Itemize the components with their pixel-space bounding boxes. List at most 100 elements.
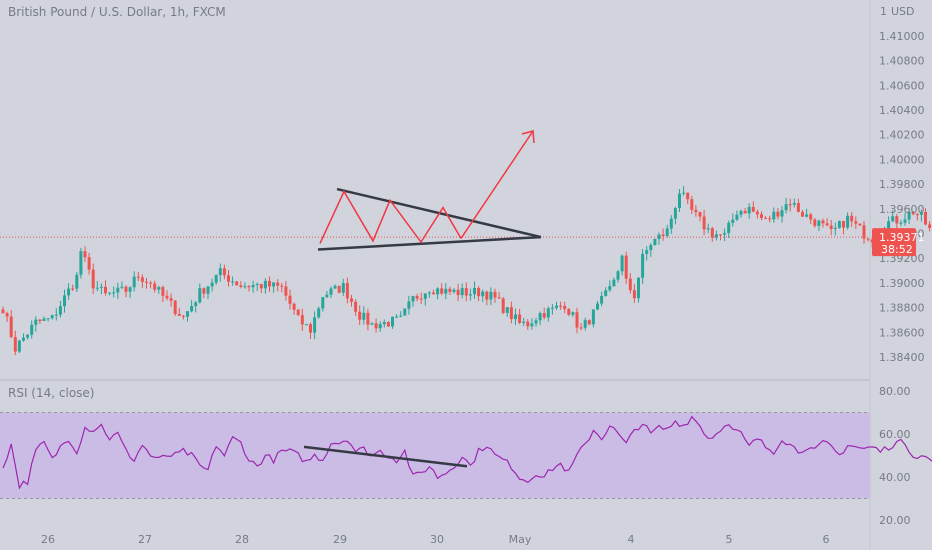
- candle-body: [854, 221, 858, 224]
- candle-body: [526, 321, 530, 327]
- candle: [714, 230, 718, 241]
- candle: [13, 330, 17, 356]
- candle-body: [239, 285, 243, 287]
- candle-body: [333, 285, 337, 289]
- candle-body: [116, 287, 120, 293]
- candle: [792, 198, 796, 208]
- candle: [452, 287, 456, 294]
- candle: [928, 221, 932, 232]
- candle-body: [247, 286, 251, 288]
- candle: [559, 301, 563, 310]
- candle: [661, 228, 665, 241]
- candle-body: [706, 228, 710, 230]
- candle: [669, 215, 673, 234]
- candle: [842, 220, 845, 235]
- candle: [239, 281, 243, 289]
- candle: [911, 211, 915, 216]
- candle: [698, 211, 702, 222]
- candle-body: [567, 309, 571, 315]
- candle-body: [58, 306, 62, 315]
- candle-body: [514, 314, 517, 320]
- candle-body: [13, 337, 17, 352]
- candle-body: [768, 218, 772, 220]
- candle: [522, 317, 526, 327]
- candle-body: [612, 279, 616, 287]
- candle: [579, 323, 583, 331]
- price-tick-label: 1.39000: [879, 277, 925, 290]
- candle-body: [362, 312, 366, 320]
- candle-body: [71, 288, 75, 290]
- candles-layer: [1, 186, 932, 356]
- candle-body: [464, 288, 468, 296]
- candle: [526, 319, 530, 330]
- candle-body: [386, 322, 390, 327]
- candle: [30, 320, 34, 339]
- rsi-axis[interactable]: 80.00 60.00 40.00 20.00: [879, 385, 911, 527]
- candle: [284, 280, 288, 301]
- last-price-tag: 1.39371 38:52: [872, 228, 925, 257]
- candle: [862, 221, 866, 244]
- candle-body: [288, 295, 292, 304]
- candle: [694, 205, 698, 217]
- candle-body: [829, 225, 833, 229]
- candle: [124, 285, 128, 298]
- candle-body: [75, 274, 79, 289]
- candle-body: [887, 221, 891, 234]
- time-axis[interactable]: 26 27 28 29 30 May 4 5 6: [41, 533, 830, 546]
- candle: [448, 286, 452, 295]
- time-tick-label: 26: [41, 533, 55, 546]
- candle: [706, 223, 710, 234]
- candle: [440, 283, 444, 296]
- candle-body: [460, 288, 464, 296]
- price-tick-label: 1.40200: [879, 129, 925, 142]
- candle-body: [821, 220, 825, 224]
- candle: [612, 277, 616, 287]
- candle: [809, 212, 813, 224]
- zigzag-path[interactable]: [319, 189, 462, 244]
- candle: [497, 291, 501, 299]
- candle-body: [415, 296, 419, 299]
- candle: [673, 206, 677, 225]
- candle: [702, 209, 706, 236]
- triangle-lower-trendline[interactable]: [317, 235, 542, 251]
- projection-arrow[interactable]: [460, 130, 534, 239]
- candle-body: [210, 282, 214, 287]
- candle-body: [686, 192, 690, 200]
- price-tick-label: 1.40800: [879, 55, 925, 68]
- candle-body: [891, 216, 895, 222]
- rsi-band: [0, 412, 870, 499]
- currency-prefix: 1: [880, 5, 887, 18]
- candle: [157, 285, 161, 294]
- candle: [251, 280, 255, 293]
- candle: [764, 216, 768, 219]
- candle-body: [5, 313, 9, 317]
- candle: [354, 299, 358, 316]
- candle-body: [485, 291, 489, 300]
- candle-body: [132, 276, 136, 288]
- candle-body: [858, 223, 862, 226]
- candle: [79, 247, 83, 279]
- candle: [473, 281, 476, 299]
- candle: [563, 301, 567, 313]
- candle: [108, 292, 112, 296]
- candle-body: [165, 295, 169, 299]
- rsi-divergence-trendline[interactable]: [303, 445, 468, 468]
- candle: [735, 210, 739, 222]
- candle-body: [624, 255, 628, 279]
- candle-body: [505, 307, 509, 313]
- candle: [99, 283, 103, 295]
- candle: [46, 318, 50, 322]
- candle-body: [140, 277, 144, 282]
- rsi-tick-label: 80.00: [879, 385, 911, 398]
- candle-body: [436, 288, 440, 295]
- candle-body: [161, 287, 165, 296]
- arrow-head-icon: [521, 130, 535, 144]
- time-tick-label: 6: [823, 533, 830, 546]
- candle: [501, 297, 505, 315]
- candle-body: [928, 224, 932, 228]
- candle: [555, 301, 558, 310]
- currency-label[interactable]: USD: [891, 5, 915, 18]
- candle: [489, 287, 493, 306]
- rsi-line: [2, 415, 932, 490]
